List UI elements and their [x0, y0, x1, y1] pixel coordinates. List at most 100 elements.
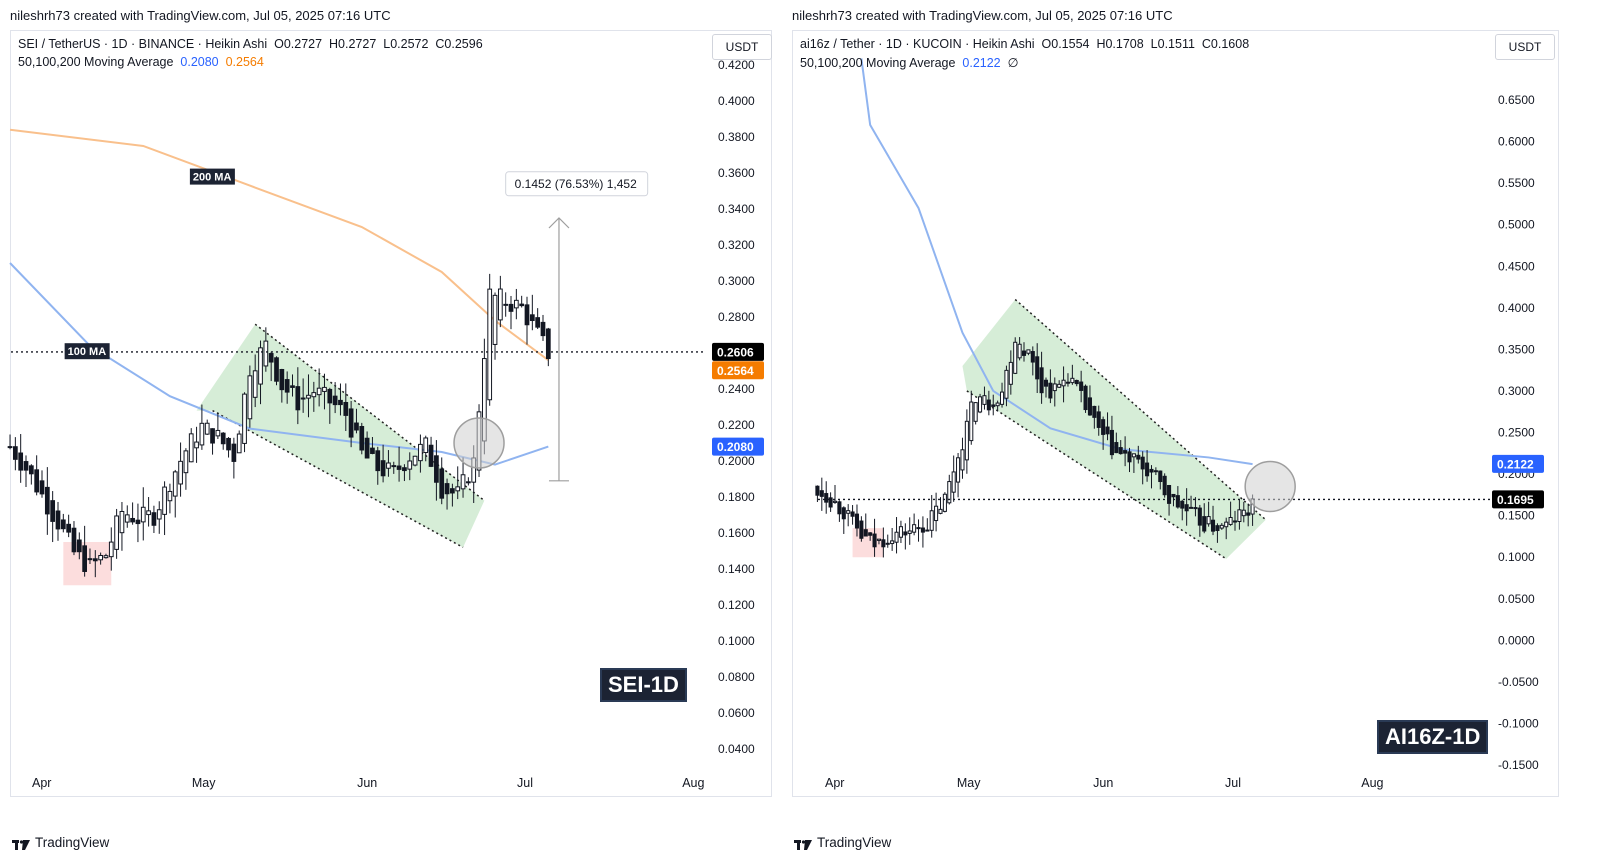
y-tick-label: 0.4500 — [1498, 259, 1535, 273]
ma-legend[interactable]: 50,100,200 Moving Average 0.2122 ∅ — [800, 55, 1018, 70]
candle-body — [934, 505, 939, 522]
candle-body — [535, 317, 541, 328]
candle-body — [87, 558, 93, 561]
tradingview-brand-label: TradingView — [817, 835, 892, 850]
candle-body — [220, 432, 226, 445]
candle-body — [819, 490, 824, 497]
candle-body — [832, 500, 838, 503]
price-chart-sei[interactable]: 0.4200 0.4000 0.3800 0.3600 0.3400 0.3200 0.30… — [0, 0, 800, 830]
x-tick-label: Jun — [1093, 776, 1113, 790]
candle-body — [982, 395, 987, 405]
candle-body — [1219, 524, 1224, 529]
y-tick-label: 0.0400 — [718, 742, 755, 756]
candles — [7, 273, 551, 578]
x-tick-label: Jun — [357, 776, 377, 790]
y-tick-label: 0.3500 — [1498, 342, 1535, 356]
candle-body — [290, 385, 295, 388]
candle-body — [130, 517, 135, 523]
candle-body — [545, 328, 551, 360]
candle-body — [540, 321, 546, 337]
candle-body — [863, 529, 868, 537]
chart-frame — [792, 30, 1559, 797]
candle-body — [1096, 411, 1101, 428]
candle-body — [854, 513, 860, 529]
candle-body — [98, 554, 103, 561]
candle-body — [1193, 507, 1198, 510]
price-tag-ma200-bg — [712, 361, 764, 380]
candle-body — [1131, 453, 1136, 458]
candle-body — [44, 486, 50, 515]
candle-body — [1017, 343, 1022, 359]
candle-body — [311, 392, 317, 398]
y-tick-label: 0.2800 — [718, 310, 755, 324]
y-tick-label: 0.1200 — [718, 598, 755, 612]
tradingview-brand[interactable]: TradingView — [12, 835, 109, 850]
candles — [815, 337, 1255, 558]
candle-body — [423, 437, 429, 454]
price-tag-last: 0.2606 — [717, 345, 754, 359]
y-tick-label: -0.1000 — [1498, 716, 1539, 730]
y-tick-label: 0.2400 — [718, 382, 755, 396]
ohlc-close: C0.2596 — [435, 37, 483, 51]
candle-body — [204, 422, 210, 435]
descending-channel-zone — [962, 299, 1266, 559]
candle-body — [938, 508, 943, 514]
candle-body — [903, 531, 908, 536]
candle-body — [492, 294, 498, 345]
symbol-info: ai16z / Tether · 1D · KUCOIN · Heikin As… — [800, 37, 1035, 51]
ma-value-orange: 0.2564 — [225, 55, 264, 69]
price-tag-ma100-bg — [1492, 454, 1544, 473]
candle-body — [973, 402, 978, 422]
y-tick-label: 0.1600 — [718, 526, 755, 540]
ohlc-high: H0.2727 — [329, 37, 377, 51]
tradingview-brand[interactable]: TradingView — [794, 835, 891, 850]
candle-body — [999, 391, 1005, 405]
candle-body — [503, 303, 509, 306]
candle-body — [1087, 397, 1092, 416]
candle-body — [1013, 341, 1018, 374]
y-tick-label: 0.3800 — [718, 130, 755, 144]
candle-body — [236, 433, 242, 454]
breakout-highlight-circle — [1244, 460, 1296, 513]
candle-body — [82, 545, 88, 572]
y-tick-label: 0.0600 — [718, 706, 755, 720]
candle-body — [231, 443, 237, 462]
y-tick-label: 0.2200 — [718, 418, 755, 432]
candle-body — [167, 490, 173, 502]
candle-body — [279, 368, 285, 391]
candle-body — [1079, 381, 1084, 391]
channel-trendline — [966, 390, 1227, 560]
candle-body — [119, 510, 125, 534]
candle-body — [907, 530, 912, 534]
candle-body — [942, 493, 947, 512]
candle-body — [1158, 470, 1163, 483]
chart-legend: ai16z / Tether · 1D · KUCOIN · Heikin As… — [800, 37, 1249, 51]
candle-body — [991, 404, 996, 407]
candle-body — [1101, 419, 1106, 435]
chart-watermark: SEI-1D — [600, 668, 687, 702]
candle-body — [995, 402, 1000, 407]
y-tick-label: 0.6500 — [1498, 93, 1535, 107]
price-chart-ai16z[interactable]: 0.6500 0.6000 0.5500 0.5000 0.4500 0.4000 0.35… — [815, 0, 1618, 830]
candle-body — [1153, 470, 1158, 473]
candle-body — [140, 506, 146, 523]
candle-body — [162, 486, 167, 515]
currency-unit-button[interactable]: USDT — [712, 34, 772, 60]
x-tick-label: May — [957, 776, 981, 790]
y-tick-label: 0.1800 — [718, 490, 755, 504]
candle-body — [1074, 379, 1079, 385]
y-tick-label: 0.1000 — [718, 634, 755, 648]
currency-unit-button[interactable]: USDT — [1495, 34, 1555, 60]
candle-body — [364, 437, 370, 459]
candle-body — [172, 471, 178, 497]
candle-body — [916, 527, 921, 530]
candle-body — [1114, 442, 1119, 454]
candle-body — [1118, 447, 1123, 455]
y-tick-label: 0.3600 — [718, 166, 755, 180]
candle-body — [1109, 429, 1114, 456]
y-tick-label: 0.4200 — [718, 58, 755, 72]
ma-legend[interactable]: 50,100,200 Moving Average 0.2080 0.2564 — [18, 55, 264, 69]
candle-body — [1224, 521, 1229, 528]
ohlc-close: C0.1608 — [1201, 37, 1250, 51]
candle-body — [1232, 520, 1238, 523]
